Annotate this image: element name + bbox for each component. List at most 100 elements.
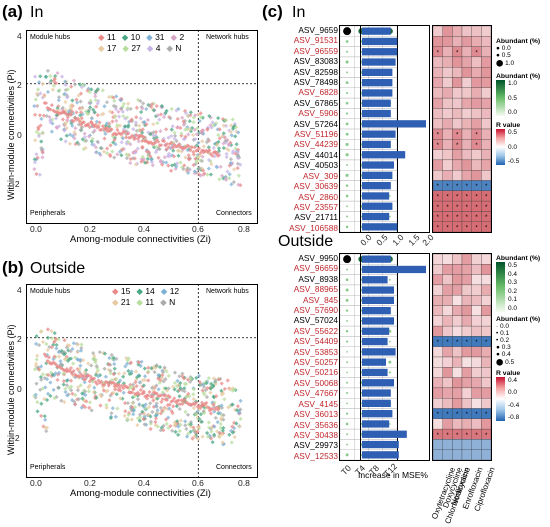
scatter-point [138, 116, 143, 121]
heat-cell [452, 377, 463, 389]
scatter-point [129, 369, 134, 374]
scatter-point [140, 391, 145, 396]
scatter-point [112, 137, 117, 142]
scatter-point [93, 94, 98, 99]
scatter-point [188, 422, 194, 427]
scatter-point [131, 134, 136, 139]
significance-mark: * [475, 133, 478, 139]
antibiotic-labels: Oxytetracycline Chlortetracycline Doxycycl… [430, 462, 497, 526]
scatter-point [44, 361, 49, 366]
scatter-point [183, 111, 189, 116]
significance-mark: * [485, 340, 488, 346]
scatter-plot-outside [26, 284, 258, 478]
scatter-point [190, 132, 196, 138]
legend-value: 0.0 [508, 109, 518, 116]
scatter-point [216, 149, 222, 154]
scatter-point [84, 138, 89, 143]
scatter-point [122, 371, 127, 376]
scatter-point [164, 421, 169, 426]
legend-size-item: ● 0.5 [496, 52, 511, 59]
scatter-point [54, 342, 59, 348]
scatter-point [72, 82, 78, 87]
scatter-point [235, 166, 240, 171]
scatter-point [201, 403, 206, 408]
scatter-point [55, 125, 60, 130]
scatter-point [154, 103, 159, 109]
asv-label: ASV_91531 [293, 35, 338, 46]
scatter-point [143, 402, 148, 407]
scatter-point [232, 167, 237, 172]
scatter-point [60, 366, 65, 371]
heat-cell [471, 25, 482, 37]
scatter-point [232, 420, 237, 425]
significance-mark: * [475, 215, 478, 221]
scatter-point [106, 362, 112, 367]
scatter-point [104, 121, 110, 126]
scatter-point [206, 376, 212, 381]
heat-cell [452, 36, 463, 47]
scatter-point [111, 95, 116, 100]
scatter-point [228, 130, 234, 135]
significance-mark: * [475, 143, 478, 149]
asv-label: ASV_2860 [298, 191, 338, 202]
scatter-point [114, 118, 119, 124]
heat-cell [442, 108, 453, 119]
abundance-dot [343, 255, 352, 264]
scatter-point [112, 361, 117, 367]
abundance-dot [346, 381, 349, 384]
scatter-point [138, 133, 143, 138]
mse-bar [362, 327, 390, 335]
scatter-point [219, 415, 224, 421]
scatter-point [87, 405, 92, 410]
scatter-point [188, 379, 193, 385]
scatter-point [214, 150, 219, 155]
scatter-point [36, 133, 42, 139]
abundance-dot [346, 50, 349, 53]
scatter-point [50, 87, 55, 92]
heat-cell [461, 356, 472, 368]
scatter-point [54, 394, 59, 400]
legend-value: -0.4 [508, 401, 520, 409]
scatter-point [211, 402, 216, 407]
heat-cell [461, 128, 472, 140]
scatter-point [238, 398, 243, 403]
bar-axis-in: 0.0 0.5 1.0 1.5 2.0 [358, 232, 435, 251]
scatter-point [76, 116, 81, 121]
scatter-point [40, 386, 45, 391]
significance-mark: * [475, 194, 478, 200]
legend-size-title: Abundant (%) [496, 38, 541, 45]
scatter-point [229, 133, 234, 138]
scatter-point [144, 149, 149, 154]
heat-cell [452, 264, 463, 275]
scatter-point [117, 149, 123, 154]
heat-cell [471, 377, 482, 389]
asv-label: ASV_8938 [298, 273, 338, 284]
scatter-point [189, 145, 194, 150]
scatter-point [75, 100, 80, 105]
scatter-point [185, 166, 190, 171]
scatter-point [140, 154, 145, 159]
scatter-point [78, 110, 84, 115]
scatter-point [190, 125, 195, 131]
scatter-point [62, 338, 67, 343]
scatter-point [131, 387, 136, 392]
scatter-point [44, 341, 49, 347]
scatter-point [68, 349, 73, 354]
heat-cell [432, 108, 443, 119]
scatter-point [61, 382, 66, 387]
scatter-point [101, 149, 107, 154]
scatter-point [113, 106, 119, 112]
scatter-point [185, 126, 190, 132]
heat-cell [461, 253, 472, 265]
abundance-dot [345, 298, 349, 302]
scatter-point [81, 120, 86, 125]
scatter-point [135, 136, 140, 141]
scatter-point [235, 155, 241, 161]
abundance-dot [345, 225, 349, 229]
asv-label: ASV_35636 [293, 419, 338, 430]
mse-bar [362, 430, 407, 438]
heat-cell [461, 36, 472, 47]
scatter-point [36, 125, 41, 130]
scatter-point [174, 108, 179, 113]
significance-mark: * [456, 133, 459, 139]
